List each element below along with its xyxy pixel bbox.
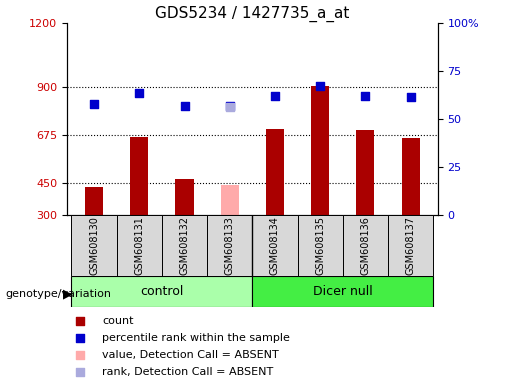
- Point: [316, 83, 324, 89]
- Point: [180, 103, 188, 109]
- Bar: [207, 215, 252, 276]
- Bar: [252, 276, 433, 307]
- Point: [362, 93, 370, 99]
- Text: GSM608134: GSM608134: [270, 216, 280, 275]
- Title: GDS5234 / 1427735_a_at: GDS5234 / 1427735_a_at: [155, 5, 350, 22]
- Point: [76, 352, 84, 358]
- Bar: [162, 215, 207, 276]
- Bar: [343, 215, 388, 276]
- Bar: [130, 137, 148, 215]
- Text: percentile rank within the sample: percentile rank within the sample: [102, 333, 290, 343]
- Bar: [266, 129, 284, 215]
- Bar: [311, 86, 329, 215]
- Point: [135, 90, 143, 96]
- Point: [90, 101, 98, 107]
- Point: [76, 318, 84, 324]
- Text: value, Detection Call = ABSENT: value, Detection Call = ABSENT: [102, 350, 279, 360]
- Text: count: count: [102, 316, 133, 326]
- Text: GSM608133: GSM608133: [225, 216, 235, 275]
- Text: GSM608136: GSM608136: [360, 216, 370, 275]
- Bar: [117, 215, 162, 276]
- Bar: [356, 130, 374, 215]
- Point: [226, 103, 234, 109]
- Text: GSM608130: GSM608130: [89, 216, 99, 275]
- Text: rank, Detection Call = ABSENT: rank, Detection Call = ABSENT: [102, 367, 273, 377]
- Text: GSM608132: GSM608132: [180, 216, 190, 275]
- Bar: [221, 185, 239, 215]
- Bar: [388, 215, 433, 276]
- Bar: [298, 215, 343, 276]
- Point: [271, 93, 279, 99]
- Text: GSM608137: GSM608137: [406, 216, 416, 275]
- Text: ▶: ▶: [63, 287, 73, 300]
- Bar: [72, 215, 117, 276]
- Point: [406, 94, 415, 100]
- Point: [76, 369, 84, 375]
- Point: [76, 335, 84, 341]
- Text: GSM608131: GSM608131: [134, 216, 144, 275]
- Text: GSM608135: GSM608135: [315, 216, 325, 275]
- Bar: [176, 179, 194, 215]
- Bar: [252, 215, 298, 276]
- Bar: [402, 138, 420, 215]
- Text: control: control: [140, 285, 184, 298]
- Text: genotype/variation: genotype/variation: [5, 289, 111, 299]
- Bar: [85, 187, 103, 215]
- Text: Dicer null: Dicer null: [313, 285, 373, 298]
- Bar: [72, 276, 252, 307]
- Point: [226, 104, 234, 110]
